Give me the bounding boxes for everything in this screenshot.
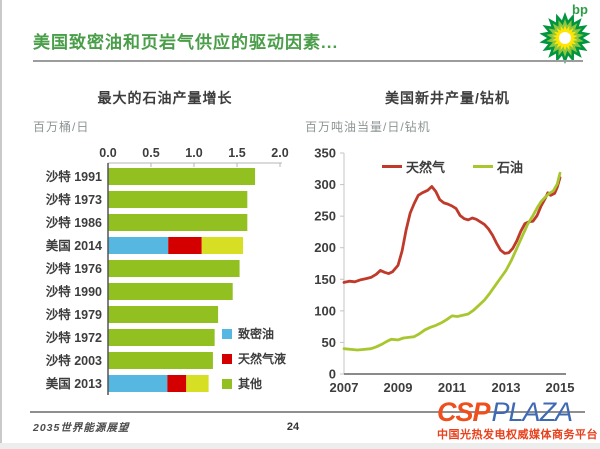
legend-label-tight-oil: 致密油 xyxy=(238,327,275,341)
bar-segment xyxy=(108,329,215,346)
bar-category-label: 沙特 2003 xyxy=(46,353,102,368)
bar-segment xyxy=(108,260,240,277)
watermark-plaza-text: PLAZA xyxy=(491,397,574,427)
csp-plaza-wordmark: CSP PLAZA xyxy=(437,397,599,428)
bar-segment xyxy=(108,306,219,323)
slide-left-border xyxy=(0,0,2,449)
helios-center xyxy=(559,32,571,44)
line-xtick-label: 2009 xyxy=(384,380,413,395)
line-xtick-label: 2011 xyxy=(438,380,466,395)
line-ytick-label: 200 xyxy=(314,240,336,255)
legend-item-ngl: 天然气液 xyxy=(222,346,286,371)
bar-category-label: 美国 2013 xyxy=(46,376,102,391)
line-xtick-label: 2007 xyxy=(330,380,359,395)
footer-separator-line xyxy=(30,411,585,413)
bar-category-label: 沙特 1991 xyxy=(46,169,102,184)
bar-category-label: 沙特 1986 xyxy=(46,215,102,230)
line-chart-title: 美国新井产量/钻机 xyxy=(385,90,510,106)
legend-item-other: 其他 xyxy=(222,371,286,396)
bar-category-label: 沙特 1979 xyxy=(46,307,102,322)
line-xtick-label: 2015 xyxy=(546,380,575,395)
bar-segment xyxy=(108,283,233,300)
bar-chart-plot: 0.0 0.5 1.0 1.5 2.0 沙特 1991 沙特 1973 沙特 1986 美国 2… xyxy=(46,146,289,395)
bp-logo-text: bp xyxy=(572,2,588,17)
legend-item-natural-gas: 天然气 xyxy=(382,157,445,176)
line-xtick-label: 2013 xyxy=(492,380,521,395)
ngl-swatch-icon xyxy=(222,353,232,364)
bar-chart-unit-label: 百万桶/日 xyxy=(33,120,90,134)
legend-item-oil: 石油 xyxy=(473,157,523,176)
bar-xtick-label: 2.0 xyxy=(271,146,288,160)
bar-segment xyxy=(167,375,187,392)
bp-helios-logo-icon xyxy=(539,12,591,64)
bar-segment xyxy=(108,191,248,208)
legend-label-ngl: 天然气液 xyxy=(238,352,287,366)
other-swatch-icon xyxy=(222,378,232,389)
bar-xtick-label: 0.5 xyxy=(142,146,159,160)
bar-category-label: 沙特 1972 xyxy=(46,330,102,345)
bar-segment xyxy=(108,214,248,231)
bar-segment xyxy=(108,237,169,254)
line-ytick-label: 50 xyxy=(322,335,336,350)
natural-gas-line-icon xyxy=(382,165,402,168)
tight-oil-swatch-icon xyxy=(222,328,232,339)
bar-chart-legend: 致密油 天然气液 其他 xyxy=(222,321,286,396)
watermark-csp-text: CSP xyxy=(437,397,491,427)
bar-category-label: 沙特 1990 xyxy=(46,284,102,299)
legend-item-tight-oil: 致密油 xyxy=(222,321,286,346)
bar-chart-title: 最大的石油产量增长 xyxy=(97,90,233,106)
bar-segment xyxy=(186,375,209,392)
legend-label-natural-gas: 天然气 xyxy=(406,160,446,175)
bar-segment xyxy=(108,352,213,369)
legend-label-oil: 石油 xyxy=(497,160,524,175)
bar-segment xyxy=(108,168,256,185)
csp-plaza-watermark: CSP PLAZA 中国光热发电权威媒体商务平台 xyxy=(437,397,599,442)
slide-bottom-border xyxy=(0,443,600,449)
line-ytick-label: 350 xyxy=(314,146,336,161)
line-chart-legend: 天然气 石油 xyxy=(382,157,551,176)
bar-category-label: 美国 2014 xyxy=(46,238,102,253)
title-separator-line xyxy=(33,60,583,62)
line-ytick-label: 300 xyxy=(314,177,336,192)
line-chart-unit-label: 百万吨油当量/日/钻机 xyxy=(305,120,431,134)
line-ytick-label: 100 xyxy=(314,303,336,318)
bar-segment xyxy=(201,237,244,254)
bar-xtick-label: 1.0 xyxy=(185,146,202,160)
line-ytick-label: 150 xyxy=(314,272,336,287)
series-line-gas xyxy=(342,176,562,284)
legend-label-other: 其他 xyxy=(238,377,263,391)
bar-chart-panel: 最大的石油产量增长 百万桶/日 0.0 0.5 1.0 1.5 2.0 沙特 1991 沙特… xyxy=(30,85,300,400)
watermark-tagline: 中国光热发电权威媒体商务平台 xyxy=(437,429,598,441)
bar-xtick-label: 1.5 xyxy=(228,146,245,160)
bar-category-label: 沙特 1973 xyxy=(46,192,102,207)
slide-title: 美国致密油和页岩气供应的驱动因素... xyxy=(33,33,339,52)
page-number: 24 xyxy=(286,421,300,433)
oil-line-icon xyxy=(473,165,494,168)
line-ytick-label: 0 xyxy=(329,367,336,382)
footer-report-title: 2035世界能源展望 xyxy=(33,422,130,434)
bar-category-label: 沙特 1976 xyxy=(46,261,102,276)
series-line-oil xyxy=(342,171,562,352)
bar-segment xyxy=(168,237,202,254)
bar-segment xyxy=(108,375,168,392)
line-chart-panel: 美国新井产量/钻机 百万吨油当量/日/钻机 350 300 250 200 150 100… xyxy=(300,85,598,405)
line-ytick-label: 250 xyxy=(314,209,336,224)
bar-xtick-label: 0.0 xyxy=(99,146,116,160)
